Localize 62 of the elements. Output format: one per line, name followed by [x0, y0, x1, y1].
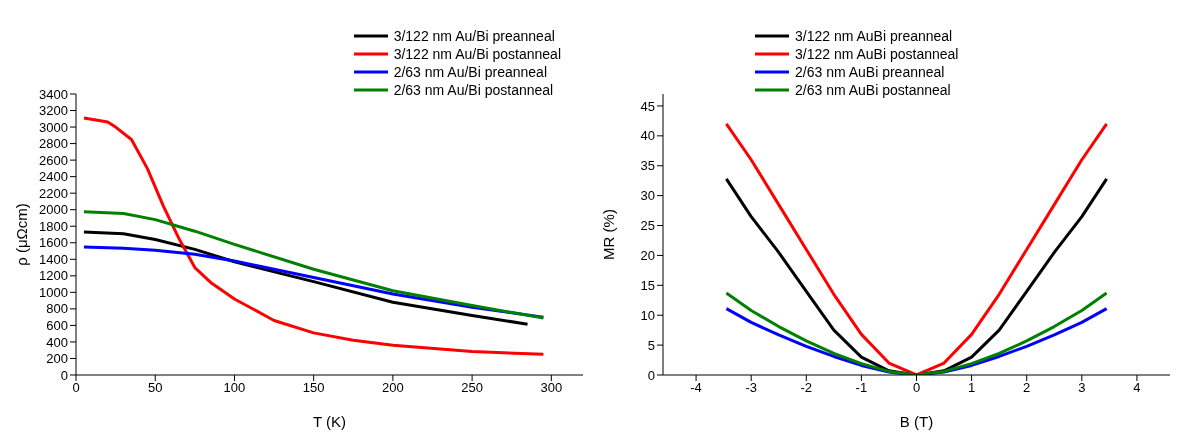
x-axis-title: T (K) — [312, 413, 347, 430]
x-tick-label: 300 — [540, 380, 563, 396]
line-series — [82, 230, 530, 326]
y-tick-label: 200 — [46, 351, 68, 367]
x-tick-label: -2 — [800, 380, 813, 396]
x-tick-label: 0 — [72, 380, 80, 396]
y-tick-label: 1800 — [39, 218, 68, 234]
y-tick-label: 2600 — [39, 152, 68, 168]
x-tick-label: 0 — [912, 380, 921, 396]
x-tick-label: 100 — [223, 380, 246, 396]
y-tick-label: 2200 — [39, 185, 68, 201]
x-tick-label: 3 — [1078, 380, 1086, 396]
y-tick-label: 20 — [640, 248, 655, 264]
legend-label: 2/63 nm Au/Bi preanneal — [393, 64, 547, 80]
y-tick-label: 3400 — [39, 86, 68, 102]
y-tick-label: 1000 — [39, 284, 68, 300]
x-tick-label: -1 — [855, 380, 868, 396]
y-tick-label: 2800 — [39, 136, 68, 152]
y-tick-label: 800 — [46, 301, 68, 317]
line-series — [82, 116, 545, 356]
y-axis-title: ρ (μΩcm) — [13, 203, 31, 266]
y-tick-label: 30 — [640, 188, 655, 204]
y-tick-label: 2400 — [39, 169, 68, 185]
line-series — [724, 177, 1109, 375]
y-tick-label: 3000 — [39, 119, 68, 135]
y-tick-label: 25 — [640, 218, 655, 234]
legend-label: 2/63 nm AuBi postanneal — [795, 82, 951, 98]
line-series — [82, 210, 545, 320]
x-tick-label: 1 — [967, 380, 976, 396]
y-tick-label: 1600 — [39, 235, 68, 251]
legend-label: 3/122 nm AuBi postanneal — [795, 46, 959, 62]
x-tick-label: 150 — [302, 380, 325, 396]
y-tick-label: 5 — [647, 337, 655, 353]
x-tick-label: 50 — [147, 380, 163, 396]
y-tick-label: 400 — [46, 334, 68, 350]
y-tick-label: 0 — [647, 367, 655, 383]
y-tick-label: 10 — [640, 307, 655, 323]
x-tick-label: 250 — [461, 380, 483, 396]
line-series — [724, 122, 1109, 375]
x-tick-label: 2 — [1023, 380, 1031, 396]
y-tick-label: 3200 — [39, 103, 68, 119]
y-tick-label: 45 — [640, 98, 655, 114]
y-tick-label: 1200 — [39, 268, 68, 284]
x-tick-label: -3 — [745, 380, 757, 396]
y-tick-label: 600 — [46, 318, 68, 334]
legend-label: 2/63 nm AuBi preanneal — [795, 64, 945, 80]
legend-label: 3/122 nm AuBi preanneal — [795, 28, 953, 44]
legend-label: 3/122 nm Au/Bi preanneal — [393, 28, 555, 44]
y-tick-label: 35 — [640, 158, 655, 174]
y-axis-title: MR (%) — [600, 209, 618, 260]
legend-label: 3/122 nm Au/Bi postanneal — [393, 46, 561, 62]
y-tick-label: 40 — [640, 128, 655, 144]
x-tick-label: 4 — [1133, 380, 1141, 396]
y-tick-label: 2000 — [39, 202, 68, 218]
x-tick-label: 200 — [382, 380, 404, 396]
y-tick-label: 1400 — [39, 251, 68, 267]
line-series — [724, 291, 1109, 375]
x-tick-label: -4 — [690, 380, 702, 396]
y-tick-label: 0 — [60, 367, 68, 383]
y-tick-label: 15 — [640, 277, 655, 293]
x-axis-title: B (T) — [899, 413, 934, 430]
legend-label: 2/63 nm Au/Bi postanneal — [393, 82, 554, 98]
